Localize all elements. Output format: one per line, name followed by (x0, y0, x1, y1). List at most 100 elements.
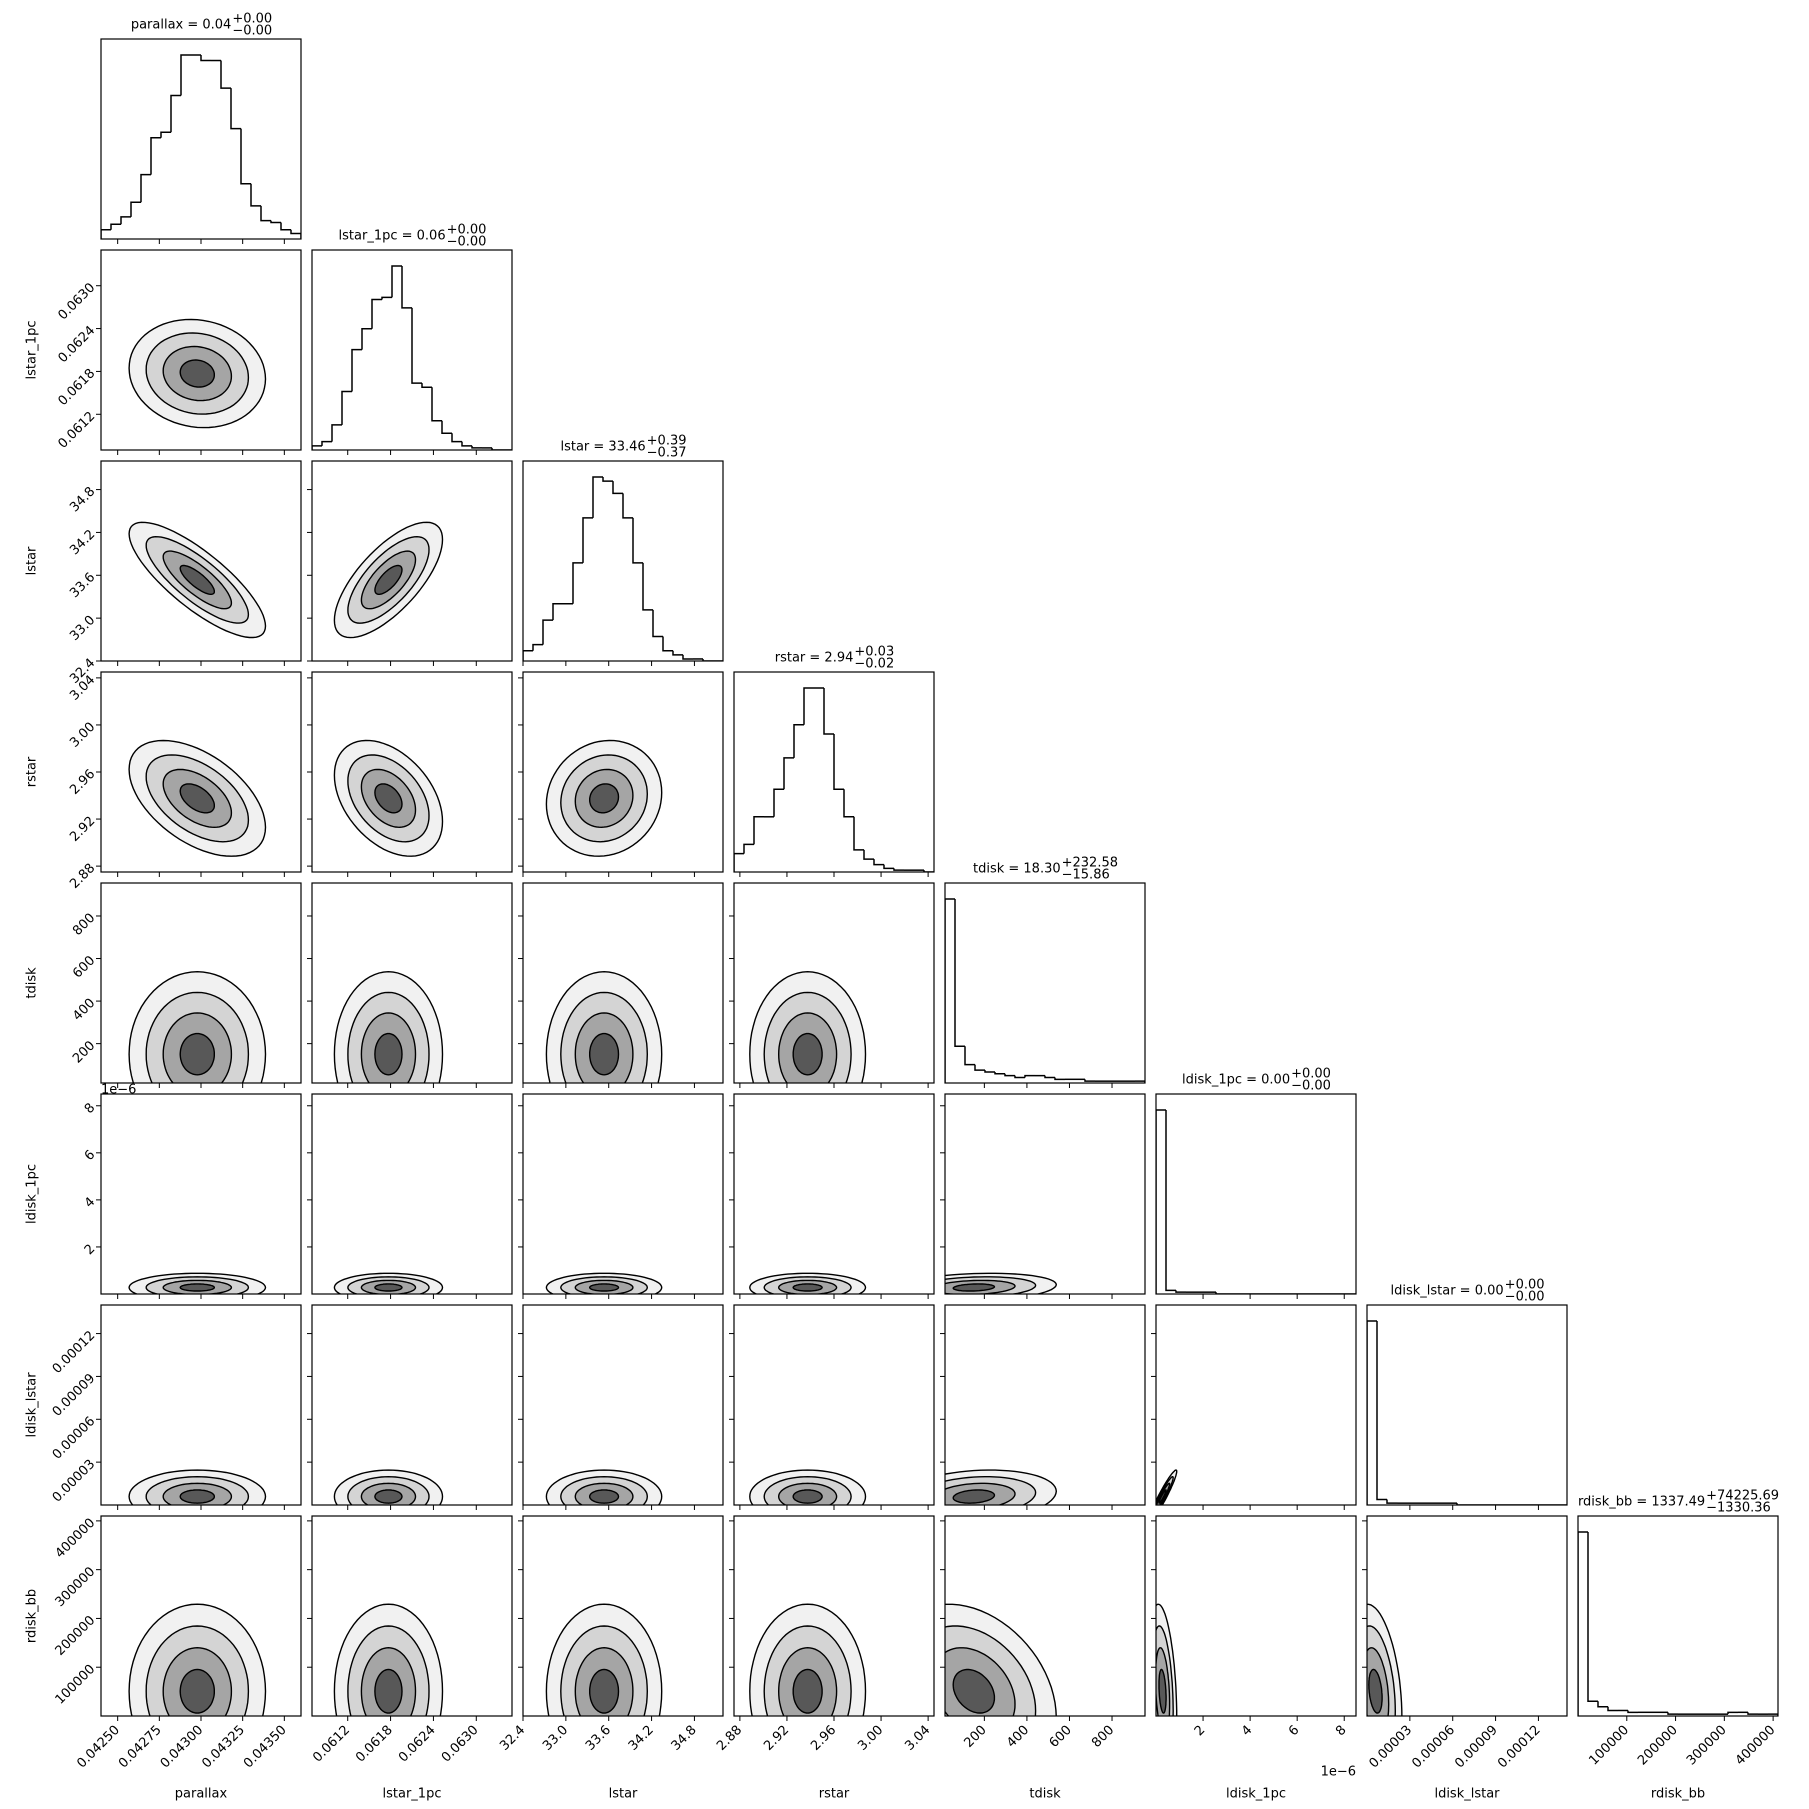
y-tick-label: 400000 (53, 1516, 99, 1562)
histogram-bin (260, 205, 271, 222)
histogram-bin (853, 816, 864, 851)
histogram-bin (411, 307, 422, 384)
density-contour (952, 1668, 996, 1714)
histogram-bin (1587, 1532, 1598, 1703)
histogram-bin (1367, 1320, 1377, 1505)
histogram-bin (1376, 1321, 1387, 1501)
histogram-bin (883, 864, 894, 870)
y-tick-label: 100000 (53, 1662, 99, 1708)
panel-title: rstar = 2.94 (775, 651, 854, 666)
title-upper: +0.03 (854, 645, 894, 660)
density-contour (179, 1489, 215, 1504)
histogram-bin (803, 687, 814, 725)
histogram-bin (793, 724, 804, 758)
histogram-bin (312, 445, 322, 450)
histogram-bin (371, 298, 382, 329)
x-tick-label: 2.96 (808, 1723, 839, 1754)
y-tick-label: 0.0618 (56, 366, 99, 409)
histogram-bin (622, 493, 633, 519)
y-tick-label: 300000 (53, 1564, 99, 1610)
density-contour (952, 1489, 996, 1504)
histogram-bin (893, 868, 904, 871)
histogram-bin (542, 619, 553, 645)
panel-title: ldisk_lstar = 0.00 (1390, 1284, 1503, 1299)
histogram-bin (451, 433, 462, 443)
density-contour (374, 1032, 403, 1076)
x-axis-label: ldisk_lstar (1434, 1787, 1500, 1802)
histogram-bin (954, 899, 965, 1047)
panel-title: rdisk_bb = 1337.49 (1578, 1495, 1705, 1510)
panel (749, 1272, 867, 1294)
x-axis-label: rdisk_bb (1651, 1787, 1705, 1802)
panel (101, 54, 301, 239)
panel (312, 265, 512, 450)
panel (333, 970, 444, 1083)
panel-frame (522, 1515, 724, 1717)
panel (333, 1272, 444, 1294)
histogram-bin (994, 1071, 1005, 1075)
panel (545, 1469, 663, 1505)
histogram-bin (361, 327, 372, 350)
histogram-bin (964, 1046, 975, 1066)
y-tick-label: 0.00012 (50, 1328, 99, 1377)
histogram-bin (974, 1064, 985, 1071)
histogram-bin (421, 383, 432, 389)
y-tick-label: 6 (82, 1148, 98, 1164)
title-lower: −0.00 (447, 235, 487, 250)
x-axis-label: ldisk_1pc (1226, 1787, 1286, 1802)
density-contour (179, 1283, 215, 1292)
y-tick-label: 2.92 (67, 814, 98, 845)
y-tick-label: 2.88 (67, 861, 98, 892)
x-axis-label: tdisk (1029, 1787, 1061, 1802)
panel-frame (311, 249, 513, 451)
panel (1367, 1603, 1403, 1716)
histogram-bin (1747, 1712, 1758, 1715)
x-axis-label: lstar (609, 1787, 638, 1802)
panel (1156, 1109, 1356, 1294)
y-tick-label: 0.0624 (56, 323, 99, 366)
panel (749, 1603, 867, 1716)
density-contour (589, 783, 620, 814)
panel (128, 970, 267, 1083)
x-tick-label: 300000 (1684, 1723, 1730, 1769)
x-tick-label: 0.00009 (1452, 1723, 1501, 1772)
y-tick-label: 33.0 (67, 613, 98, 644)
histogram-bin (1175, 1290, 1186, 1293)
title-lower: −1330.36 (1706, 1501, 1771, 1516)
panel (333, 521, 444, 639)
title-lower: −0.00 (1291, 1079, 1331, 1094)
y-tick-label: 600 (70, 953, 98, 981)
histogram-bin (250, 183, 261, 207)
y-axis-label: lstar (25, 546, 40, 575)
x-tick-label: 600 (1047, 1723, 1075, 1751)
histogram-bin (441, 420, 452, 435)
panel (128, 521, 267, 639)
density-contour (792, 1032, 823, 1076)
panel-frame (522, 882, 724, 1084)
density-contour (179, 783, 215, 814)
histogram-bin (1044, 1075, 1055, 1079)
histogram-bin (341, 390, 352, 425)
density-contour (179, 1668, 215, 1714)
x-tick-label: 0.04325 (199, 1723, 248, 1772)
histogram-bin (1386, 1499, 1397, 1504)
title-upper: +0.39 (647, 434, 687, 449)
x-tick-label: 200000 (1635, 1723, 1681, 1769)
histogram-bin (1135, 1080, 1145, 1083)
histogram-bin (290, 229, 301, 239)
x-tick-label: 2 (1192, 1723, 1208, 1739)
title-upper: +0.00 (1291, 1067, 1331, 1082)
histogram-bin (743, 843, 754, 854)
histogram-bin (984, 1070, 995, 1073)
panel-title: tdisk = 18.30 (973, 862, 1061, 877)
density-contour (792, 1668, 823, 1714)
y-tick-label: 0.0612 (56, 409, 99, 452)
density-contour (589, 1668, 620, 1714)
panel-frame (311, 882, 513, 1084)
panel (1156, 1469, 1178, 1505)
y-tick-label: 200000 (53, 1613, 99, 1659)
y-tick-label: 400 (70, 996, 98, 1024)
panel-frame (100, 1093, 302, 1295)
histogram-bin (280, 222, 291, 231)
